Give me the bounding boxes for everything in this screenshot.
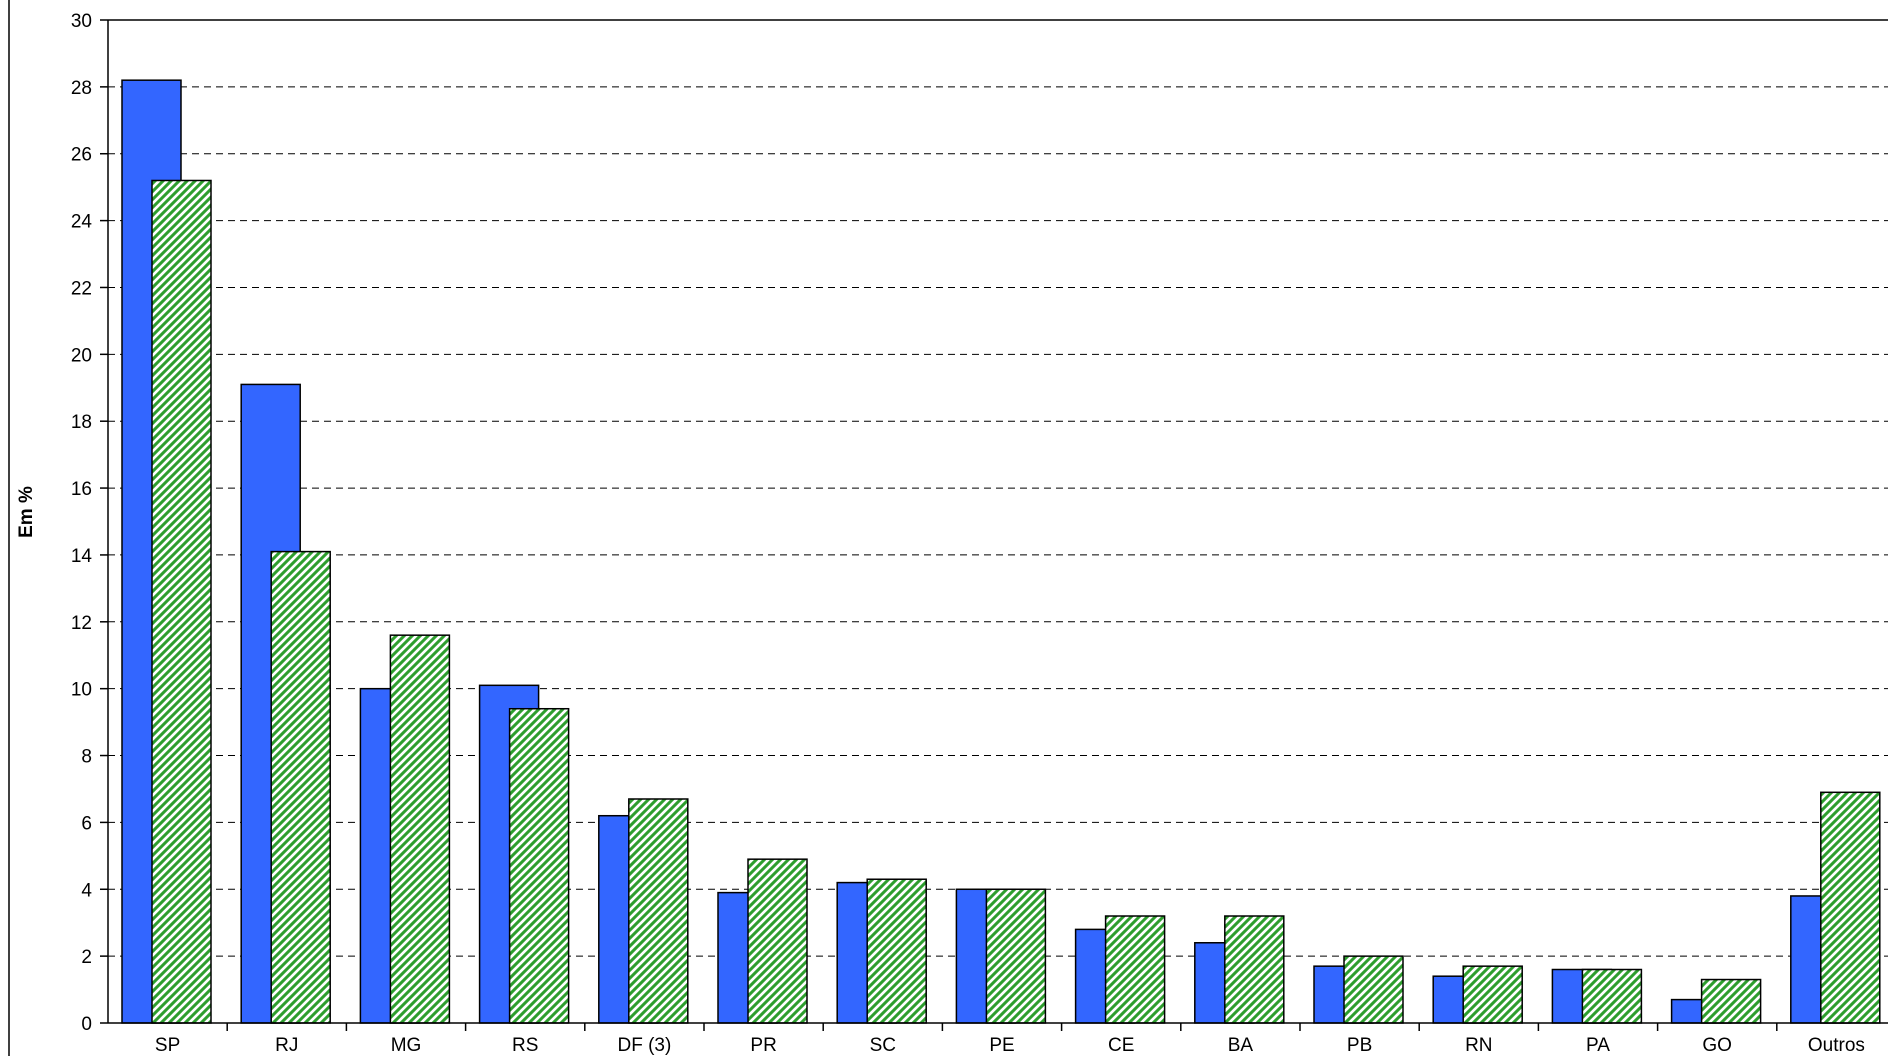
bar-series-2	[1104, 915, 1166, 1024]
x-tick-label: RS	[512, 1035, 538, 1056]
x-tick-label: PB	[1347, 1035, 1372, 1056]
bar-series-2	[1700, 978, 1762, 1024]
bar-series-2	[1343, 955, 1404, 1024]
y-tick-label: 18	[71, 412, 92, 433]
y-tick-label: 14	[71, 546, 93, 567]
bar-series-2	[1224, 915, 1285, 1024]
x-tick-label: RJ	[275, 1035, 298, 1056]
y-tick-label: 2	[81, 947, 92, 968]
y-tick-label: 4	[81, 880, 92, 901]
x-tick-label: PE	[989, 1035, 1014, 1056]
x-tick-label: RN	[1465, 1035, 1492, 1056]
y-tick-label: 10	[71, 680, 92, 701]
x-tick-label: GO	[1702, 1035, 1732, 1056]
x-tick-label: BA	[1228, 1035, 1254, 1056]
y-tick-label: 6	[81, 813, 92, 834]
y-tick-label: 22	[71, 278, 92, 299]
bar-series-2	[151, 179, 212, 1024]
x-tick-label: Outros	[1808, 1035, 1865, 1056]
y-tick-label: 8	[81, 747, 92, 768]
y-tick-label: 30	[71, 11, 92, 32]
y-tick-label: 0	[81, 1014, 92, 1035]
bar-series-2	[747, 858, 808, 1024]
bar-series-2	[1820, 791, 1881, 1024]
y-tick-label: 26	[71, 145, 92, 166]
bar-series-2	[628, 798, 689, 1024]
bar-series-2	[985, 888, 1047, 1024]
y-tick-label: 28	[71, 78, 92, 99]
x-tick-label: PR	[750, 1035, 776, 1056]
bar-series-2	[866, 878, 927, 1024]
y-tick-label: 24	[71, 212, 93, 233]
bars	[121, 79, 1881, 1024]
y-tick-label: 12	[71, 613, 92, 634]
y-axis-title: Em %	[16, 486, 37, 538]
bar-series-2	[508, 707, 570, 1024]
bar-series-2	[270, 550, 331, 1024]
x-tick-label: SP	[155, 1035, 180, 1056]
bar-series-2	[1581, 968, 1643, 1024]
y-tick-label: 20	[71, 345, 92, 366]
x-tick-label: DF (3)	[617, 1035, 671, 1056]
x-tick-label: PA	[1586, 1035, 1610, 1056]
x-tick-label: MG	[391, 1035, 422, 1056]
bar-series-2	[1462, 965, 1523, 1024]
bar-series-2	[389, 634, 451, 1024]
x-tick-label: SC	[870, 1035, 896, 1056]
x-tick-label: CE	[1108, 1035, 1134, 1056]
y-tick-label: 16	[71, 479, 92, 500]
